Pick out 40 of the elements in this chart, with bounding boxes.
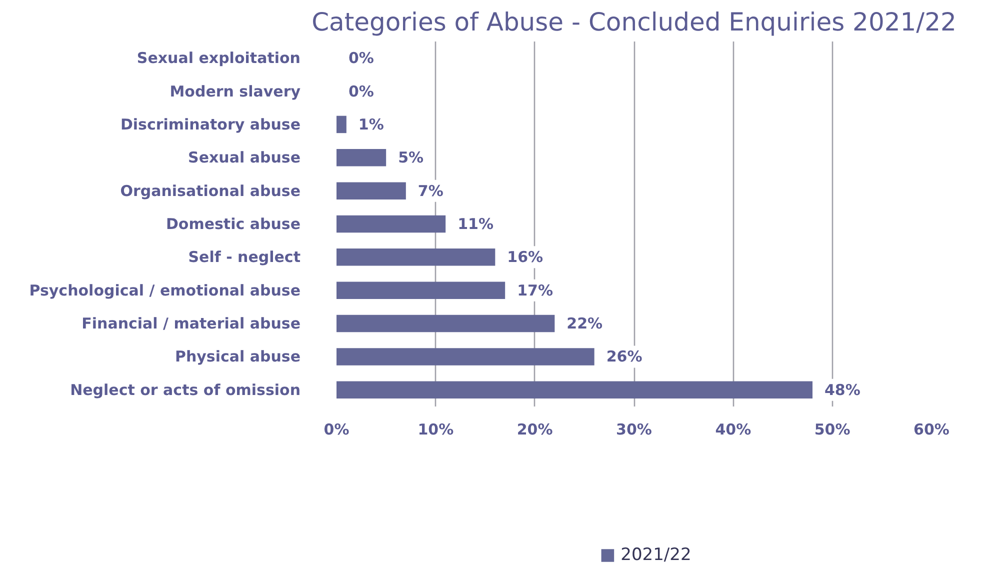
bar	[336, 282, 506, 299]
data-label: 5%	[398, 148, 424, 167]
x-tick-label: 10%	[418, 420, 454, 438]
y-tick-label: Financial / material abuse	[82, 314, 301, 333]
y-tick-label: Psychological / emotional abuse	[29, 281, 301, 300]
data-label: 7%	[418, 182, 444, 200]
data-label: 0%	[348, 49, 374, 68]
x-tick-label: 50%	[814, 420, 850, 438]
data-label: 1%	[358, 115, 384, 134]
x-tick-label: 40%	[715, 420, 752, 438]
y-tick-label: Physical abuse	[174, 348, 301, 366]
x-tick-label: 60%	[914, 420, 950, 438]
y-tick-label: Discriminatory abuse	[120, 115, 301, 134]
data-label: 17%	[517, 281, 553, 300]
y-tick-label: Self - neglect	[188, 248, 300, 266]
y-tick-label: Sexual abuse	[188, 148, 301, 167]
x-tick-label: 20%	[516, 420, 553, 438]
y-tick-label: Sexual exploitation	[136, 49, 301, 68]
data-label: 16%	[507, 248, 544, 266]
bar	[336, 381, 812, 399]
bar	[336, 348, 594, 366]
legend-label: 2021/22	[620, 545, 692, 564]
data-label: 0%	[348, 82, 374, 100]
bar	[336, 116, 346, 134]
y-tick-label: Organisational abuse	[120, 182, 301, 200]
y-tick-label: Neglect or acts of omission	[70, 380, 301, 399]
chart-title: Categories of Abuse - Concluded Enquiries 2021/22	[312, 8, 956, 36]
x-tick-label: 0%	[324, 420, 350, 438]
data-label: 48%	[824, 380, 860, 399]
x-tick-label: 30%	[616, 420, 652, 438]
bar	[336, 149, 386, 166]
data-label: 26%	[606, 348, 642, 366]
bar	[336, 314, 555, 332]
bar	[336, 215, 446, 233]
data-label: 11%	[458, 215, 494, 233]
bar	[336, 182, 406, 200]
data-label: 22%	[566, 314, 603, 333]
bar	[336, 248, 496, 266]
y-tick-label: Domestic abuse	[166, 215, 301, 233]
y-tick-label: Modern slavery	[170, 82, 301, 100]
